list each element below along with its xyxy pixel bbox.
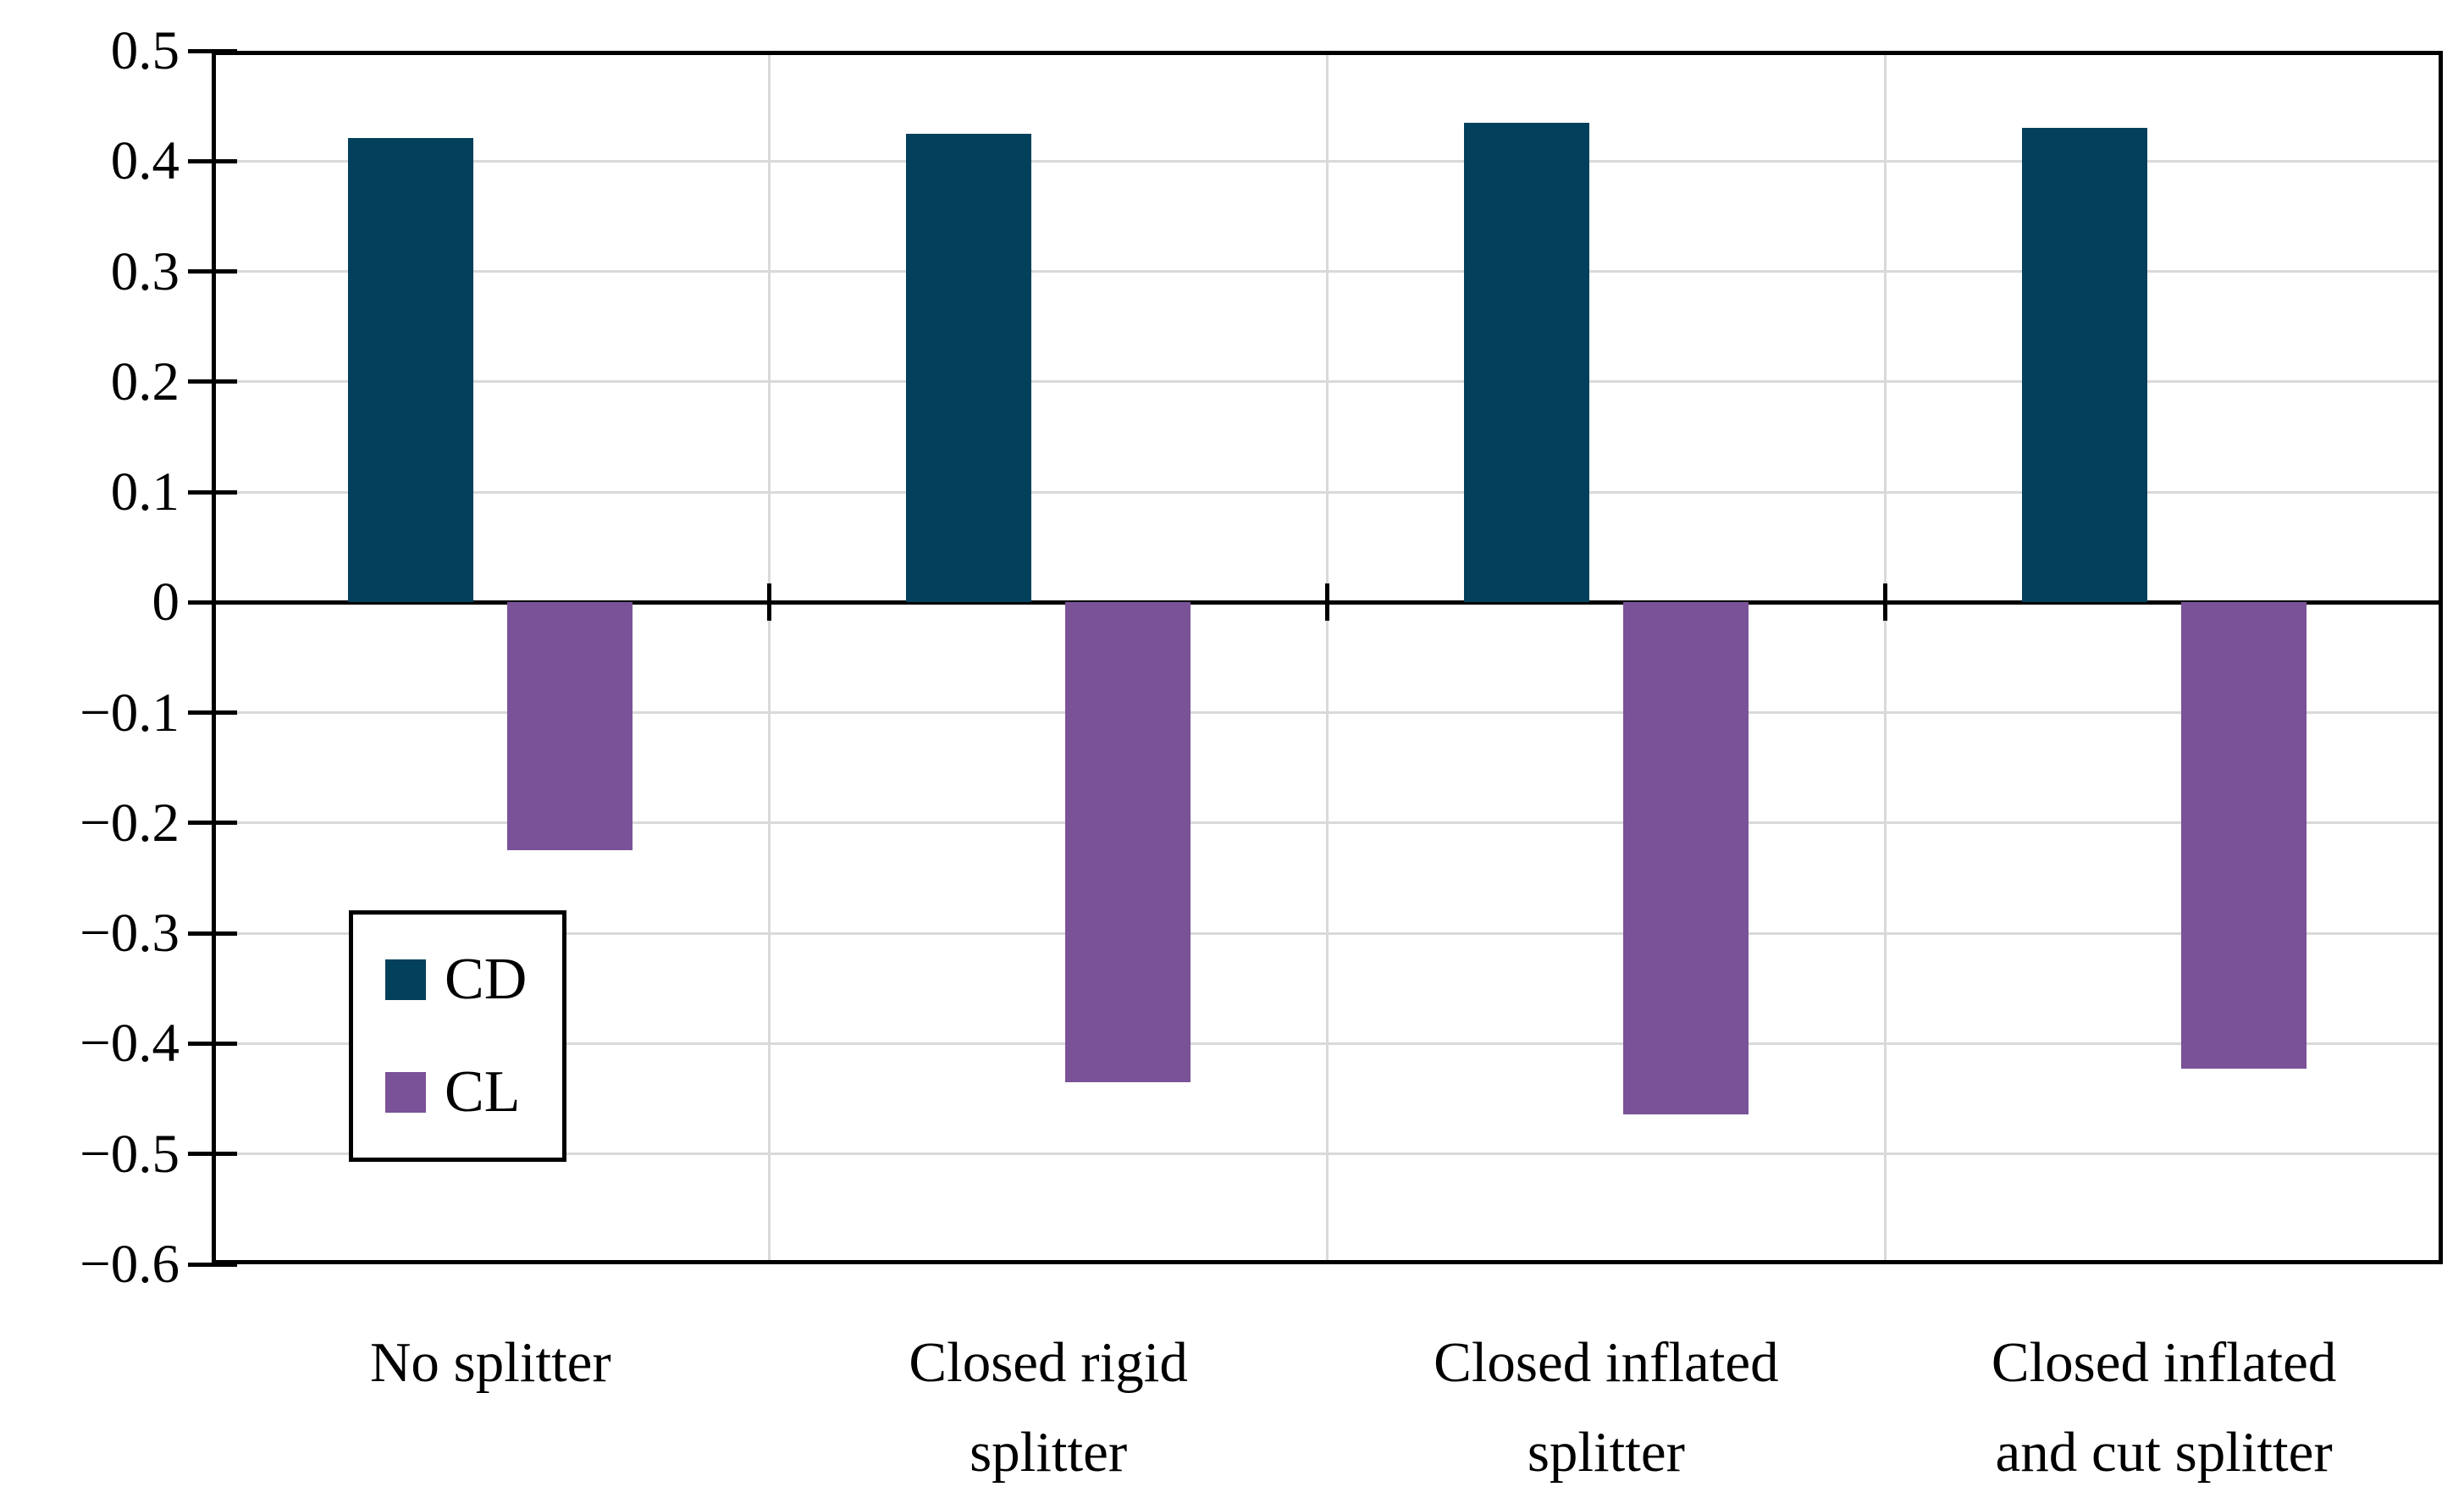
y-axis-tick-label: 0.5 <box>110 20 180 81</box>
y-axis-tick-label: −0.2 <box>80 792 180 854</box>
x-axis-tick <box>767 583 772 622</box>
plot-area <box>212 51 2443 1264</box>
x-axis-tick <box>1325 583 1329 622</box>
legend-item-cl: CL <box>385 1063 520 1122</box>
y-axis-tick-label: 0.3 <box>110 240 180 302</box>
x-axis-category-label: No splitter <box>152 1318 829 1407</box>
y-axis-tick <box>188 1152 237 1157</box>
y-axis-tick-label: −0.1 <box>80 682 180 743</box>
legend-label-cd: CD <box>445 946 528 1012</box>
y-axis-tick <box>188 158 237 163</box>
y-axis-tick <box>188 600 237 605</box>
bar-cl-3 <box>2180 602 2307 1070</box>
y-axis-tick-label: 0.2 <box>110 351 180 412</box>
y-axis-tick-label: −0.6 <box>80 1234 180 1295</box>
x-axis-category-label: Closed rigid splitter <box>710 1318 1387 1497</box>
gridline-vertical <box>1326 55 1329 1260</box>
legend-label-cl: CL <box>445 1059 521 1125</box>
y-axis-tick <box>188 931 237 936</box>
bar-cd-1 <box>906 133 1032 603</box>
x-axis-category-label-line: splitter <box>970 1421 1128 1484</box>
legend-swatch-cd-icon <box>385 959 426 1000</box>
x-axis-category-label-line: Closed rigid <box>909 1331 1188 1394</box>
legend-item-cd: CD <box>385 946 528 1012</box>
y-axis-tick-label: 0 <box>152 572 180 633</box>
x-axis-category-label-line: Closed inflated <box>1991 1331 2337 1394</box>
bar-cd-3 <box>2021 128 2147 603</box>
y-axis-tick-label: −0.5 <box>80 1123 180 1185</box>
y-axis-tick-label: −0.3 <box>80 903 180 965</box>
legend-swatch-cl-icon <box>385 1072 426 1114</box>
gridline-vertical <box>1883 55 1887 1260</box>
y-axis-tick <box>188 489 237 495</box>
bar-cl-1 <box>1065 602 1191 1083</box>
y-axis-tick <box>188 269 237 274</box>
y-axis-tick-label: 0.1 <box>110 462 180 523</box>
legend: CD CL <box>349 910 566 1162</box>
x-axis-category-label-line: Closed inflated <box>1434 1331 1779 1394</box>
x-axis-category-label: Closed inflated and cut splitter <box>1826 1318 2464 1497</box>
y-axis-tick-label: −0.4 <box>80 1013 180 1075</box>
y-axis-tick <box>188 710 237 716</box>
bar-cd-2 <box>1463 122 1589 603</box>
bar-cd-0 <box>348 137 474 603</box>
x-axis-category-label: Closed inflated splitter <box>1268 1318 1945 1497</box>
x-axis-category-label-line: No splitter <box>370 1331 611 1394</box>
x-axis-category-label-line: splitter <box>1527 1421 1685 1484</box>
y-axis-tick <box>188 821 237 826</box>
bar-cl-2 <box>1622 602 1749 1114</box>
y-axis-tick <box>188 48 237 53</box>
y-axis-tick <box>188 1262 237 1267</box>
gridline-vertical <box>768 55 771 1260</box>
y-axis-tick <box>188 379 237 384</box>
bar-cl-0 <box>507 602 633 851</box>
x-axis-category-label-line: and cut splitter <box>1995 1421 2333 1484</box>
y-axis-tick-label: 0.4 <box>110 130 180 192</box>
x-axis-tick <box>1882 583 1887 622</box>
y-axis-tick <box>188 1041 237 1046</box>
